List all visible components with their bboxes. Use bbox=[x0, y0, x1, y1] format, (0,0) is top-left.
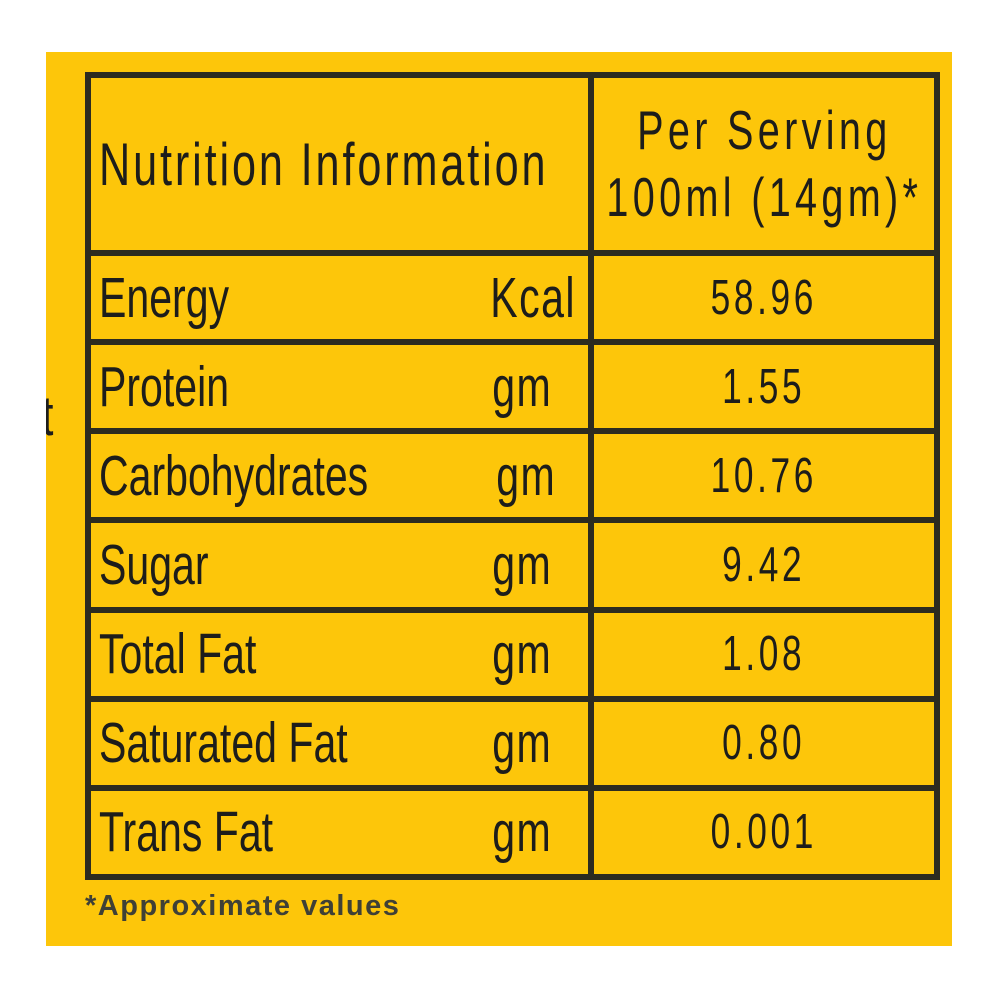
nutrient-cell: Carbohydrates gm bbox=[91, 434, 594, 518]
per-serving-line1: Per Serving bbox=[636, 99, 892, 161]
nutrition-table: Nutrition Information Per Serving 100ml … bbox=[85, 72, 940, 880]
nutrient-label: Sugar bbox=[99, 532, 209, 597]
nutrient-value: 1.08 bbox=[722, 627, 806, 682]
table-row-carbohydrates: Carbohydrates gm 10.76 bbox=[91, 428, 934, 518]
per-serving-line2: 100ml (14gm)* bbox=[606, 166, 922, 228]
nutrient-cell: Trans Fat gm bbox=[91, 790, 594, 874]
value-cell: 0.80 bbox=[594, 702, 934, 785]
nutrient-value: 0.80 bbox=[722, 716, 806, 771]
nutrient-label: Energy bbox=[99, 265, 230, 330]
table-row-trans-fat: Trans Fat gm 0.001 bbox=[91, 784, 934, 874]
value-cell: 1.08 bbox=[594, 613, 934, 696]
nutrient-unit: Kcal bbox=[490, 265, 576, 330]
table-row-total-fat: Total Fat gm 1.08 bbox=[91, 606, 934, 696]
header-per-serving-cell: Per Serving 100ml (14gm)* bbox=[594, 78, 934, 250]
nutrient-value: 58.96 bbox=[710, 270, 818, 325]
nutrient-label: Carbohydrates bbox=[99, 443, 369, 508]
cutoff-text-fragment: t bbox=[46, 388, 53, 445]
nutrient-unit: gm bbox=[492, 354, 552, 419]
nutrient-value: 9.42 bbox=[722, 537, 806, 592]
nutrient-label: Total Fat bbox=[99, 622, 257, 687]
approximate-values-footnote: *Approximate values bbox=[85, 890, 401, 922]
nutrient-unit: gm bbox=[492, 711, 552, 776]
nutrient-label: Saturated Fat bbox=[99, 711, 348, 776]
value-cell: 10.76 bbox=[594, 434, 934, 517]
per-serving-heading: Per Serving 100ml (14gm)* bbox=[606, 97, 922, 231]
nutrition-information-title: Nutrition Information bbox=[99, 130, 549, 198]
nutrient-unit: gm bbox=[492, 532, 552, 597]
value-cell: 58.96 bbox=[594, 256, 934, 339]
table-row-sugar: Sugar gm 9.42 bbox=[91, 517, 934, 607]
nutrient-value: 0.001 bbox=[710, 805, 818, 860]
nutrient-cell: Saturated Fat gm bbox=[91, 701, 594, 785]
table-row-saturated-fat: Saturated Fat gm 0.80 bbox=[91, 695, 934, 785]
nutrient-value: 10.76 bbox=[710, 448, 818, 503]
yellow-label-panel: t Nutrition Information Per Serving 100m… bbox=[46, 52, 952, 946]
table-row-energy: Energy Kcal 58.96 bbox=[91, 250, 934, 340]
nutrient-unit: gm bbox=[492, 800, 552, 865]
nutrient-unit: gm bbox=[496, 443, 557, 508]
table-header-row: Nutrition Information Per Serving 100ml … bbox=[91, 78, 934, 250]
value-cell: 0.001 bbox=[594, 791, 934, 874]
nutrient-cell: Energy Kcal bbox=[91, 256, 594, 340]
value-cell: 1.55 bbox=[594, 345, 934, 428]
table-row-protein: Protein gm 1.55 bbox=[91, 339, 934, 429]
nutrient-unit: gm bbox=[492, 622, 552, 687]
header-title-cell: Nutrition Information bbox=[91, 78, 594, 250]
nutrient-cell: Protein gm bbox=[91, 345, 594, 429]
nutrient-cell: Total Fat gm bbox=[91, 612, 594, 696]
nutrient-cell: Sugar gm bbox=[91, 523, 594, 607]
value-cell: 9.42 bbox=[594, 523, 934, 606]
nutrient-label: Trans Fat bbox=[99, 800, 274, 865]
nutrient-value: 1.55 bbox=[722, 359, 806, 414]
nutrient-label: Protein bbox=[99, 354, 230, 419]
